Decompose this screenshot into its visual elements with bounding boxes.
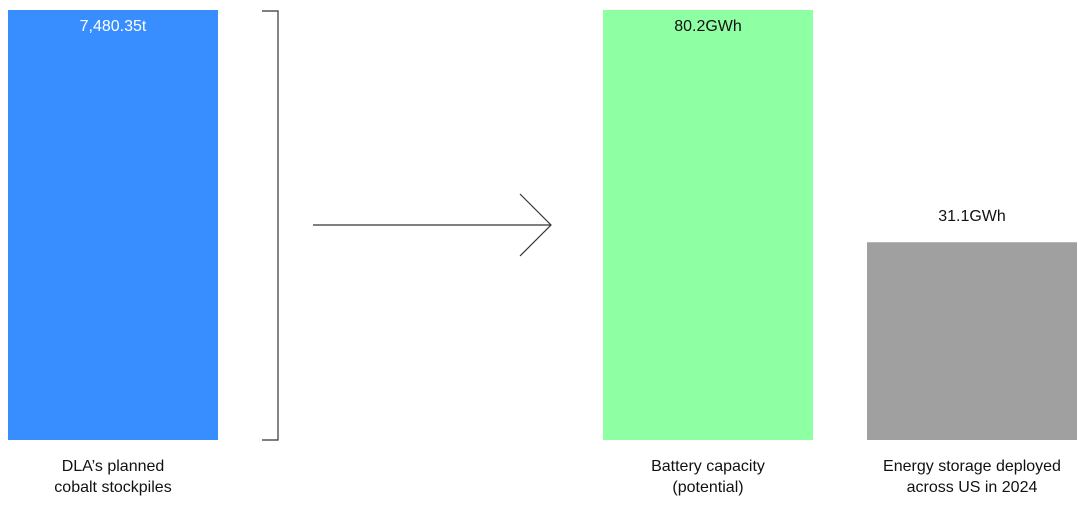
category-label-storage: Energy storage deployed across US in 202… (883, 458, 1061, 496)
value-label-battery: 80.2GWh (674, 18, 742, 35)
category-label-cobalt: DLA’s planned cobalt stockpiles (54, 458, 172, 496)
bar-storage (867, 242, 1077, 440)
category-label-battery: Battery capacity (potential) (651, 458, 765, 496)
value-label-storage: 31.1GWh (938, 208, 1006, 226)
value-label-cobalt: 7,480.35t (79, 18, 147, 35)
bar-battery (603, 10, 813, 440)
bracket-connector (262, 10, 279, 441)
bar-cobalt (8, 10, 218, 440)
arrow-head (519, 193, 552, 257)
